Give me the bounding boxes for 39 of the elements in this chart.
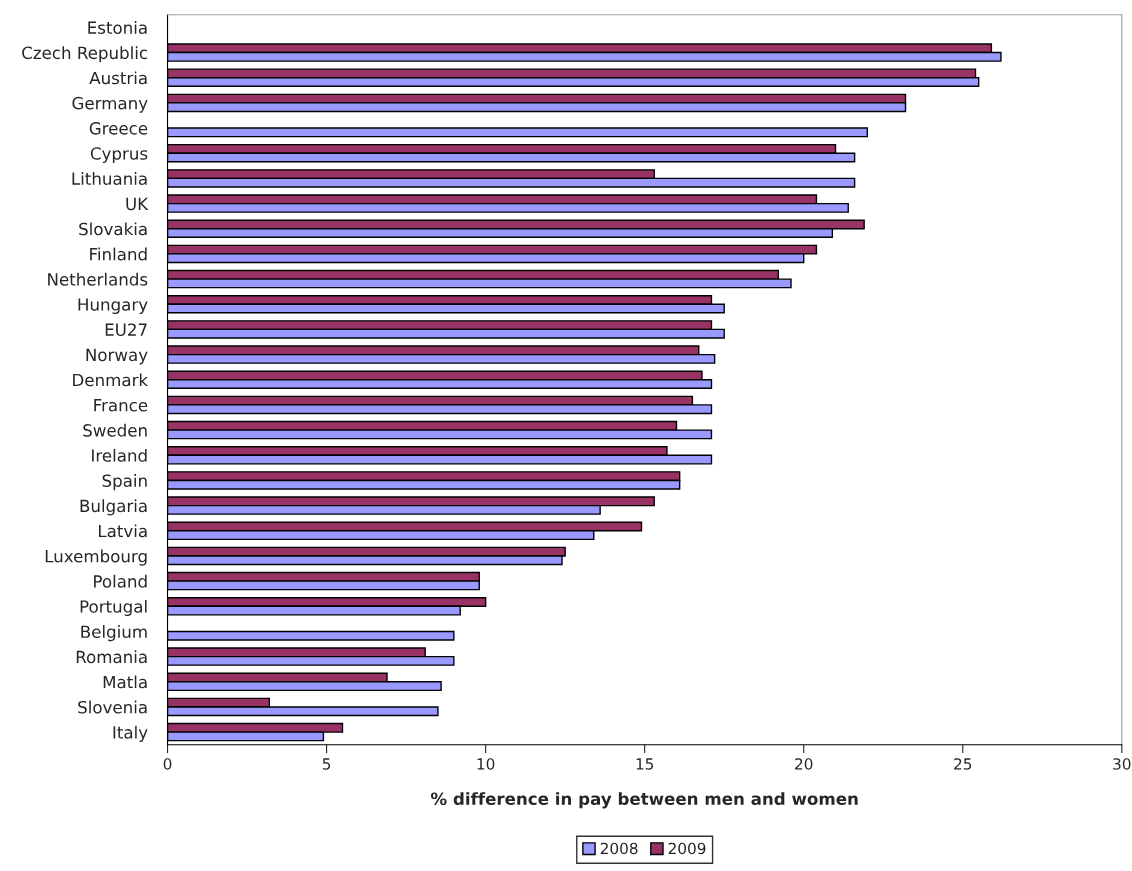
y-tick-label: Slovenia [78,700,147,714]
x-tick-label: 20 [795,758,813,770]
y-tick-label: Denmark [73,373,149,387]
y-tick-label: Hungary [78,298,148,315]
y-tick-label: Germany [72,96,148,113]
x-tick-label: 30 [1113,758,1131,770]
y-tick-label: Cyprus [90,147,148,164]
y-tick-label: Matla [103,675,147,689]
y-tick-label: EU27 [105,323,147,336]
legend-label: 2009 [668,842,706,855]
y-tick-label: UK [126,197,149,211]
x-tick-label: 5 [322,758,331,770]
x-tick-label: 10 [477,758,495,770]
y-tick-label: Italy [113,725,148,742]
y-tick-label: Netherlands [48,272,148,286]
y-tick-label: Slovakia [79,222,147,236]
y-tick-label: Sweden [83,423,147,437]
y-tick-label: Czech Republic [22,46,148,63]
y-tick-label: France [94,399,148,412]
y-tick-label: Estonia [88,21,147,34]
y-tick-label: Spain [102,474,147,491]
y-tick-label: Ireland [92,448,147,462]
y-tick-label: Latvia [98,524,147,538]
y-tick-label: Greece [89,122,148,135]
y-tick-label: Belgium [81,625,147,642]
legend-label: 2008 [600,842,638,855]
x-tick-label: 15 [636,758,654,770]
y-tick-label: Lithuania [72,172,147,185]
x-tick-label: 25 [954,758,972,770]
y-tick-label: Norway [86,348,148,365]
y-tick-label: Bulgaria [80,499,147,516]
y-tick-label: Romania [76,650,147,664]
y-tick-label: Portugal [80,599,147,617]
y-tick-label: Luxembourg [45,549,147,566]
y-tick-label: Austria [89,71,147,85]
x-tick-label: 0 [163,758,172,770]
x-axis-title: % difference in pay between men and women [430,792,858,809]
y-tick-label: Finland [90,247,147,261]
y-tick-label: Poland [94,574,147,588]
